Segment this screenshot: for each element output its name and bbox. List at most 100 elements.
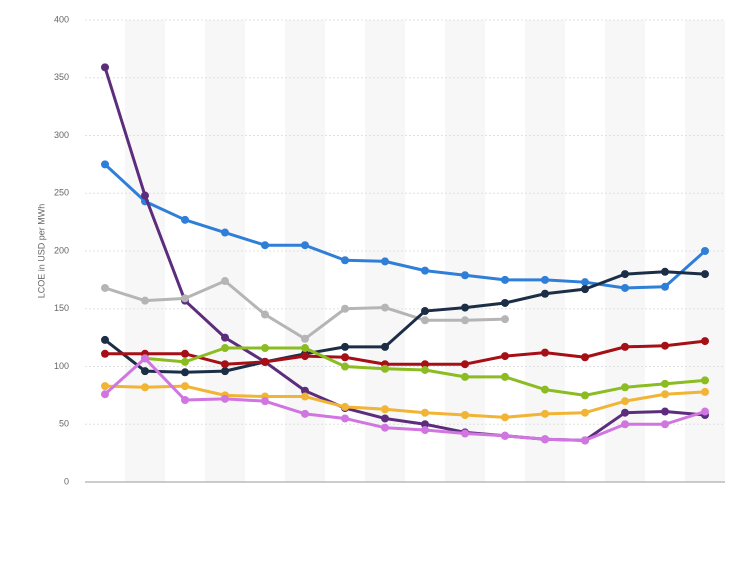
data-point	[421, 360, 429, 369]
data-point	[621, 397, 629, 406]
data-point	[101, 335, 109, 344]
data-point	[301, 344, 309, 353]
data-point	[141, 383, 149, 392]
data-point	[261, 310, 269, 319]
series-line	[103, 163, 707, 290]
data-point	[461, 429, 469, 438]
y-tick-label: 300	[54, 130, 69, 140]
data-point	[181, 357, 189, 366]
series-line	[103, 356, 706, 442]
data-point	[181, 395, 189, 404]
y-axis-label: LCOE in USD per MWh	[36, 204, 46, 299]
data-point	[421, 266, 429, 275]
data-point	[101, 63, 109, 72]
data-point	[701, 407, 709, 416]
data-point	[101, 160, 109, 169]
y-tick-label: 200	[54, 245, 69, 255]
data-point	[181, 368, 189, 377]
data-point	[101, 382, 109, 391]
data-point	[701, 337, 709, 346]
data-point	[381, 423, 389, 432]
data-point	[621, 283, 629, 292]
data-point	[541, 385, 549, 394]
y-tick-label: 0	[64, 476, 69, 486]
data-point	[261, 397, 269, 406]
data-point	[501, 298, 509, 307]
data-point	[381, 303, 389, 312]
data-point	[581, 408, 589, 417]
data-point	[501, 275, 509, 284]
data-point	[221, 367, 229, 376]
data-point	[621, 420, 629, 429]
y-tick-label: 100	[54, 361, 69, 371]
data-point	[461, 316, 469, 325]
data-point	[501, 413, 509, 422]
y-tick-label: 350	[54, 72, 69, 82]
data-point	[461, 372, 469, 381]
data-point	[661, 420, 669, 429]
data-point	[221, 344, 229, 353]
data-point	[621, 383, 629, 392]
data-point	[301, 352, 309, 361]
data-point	[661, 407, 669, 416]
data-point	[301, 392, 309, 401]
data-point	[461, 360, 469, 369]
data-point	[421, 365, 429, 374]
data-point	[581, 278, 589, 287]
data-point	[341, 414, 349, 423]
data-point	[221, 394, 229, 403]
data-point	[341, 362, 349, 371]
data-point	[181, 382, 189, 391]
data-point	[341, 402, 349, 411]
data-point	[461, 411, 469, 420]
data-point	[381, 342, 389, 351]
data-point	[661, 390, 669, 399]
data-point	[301, 241, 309, 250]
series-line	[104, 270, 706, 374]
data-point	[221, 360, 229, 369]
data-point	[701, 270, 709, 279]
data-point	[101, 283, 109, 292]
data-point	[581, 353, 589, 362]
data-point	[221, 228, 229, 237]
data-point	[661, 267, 669, 276]
data-point	[301, 386, 309, 395]
data-point	[101, 390, 109, 399]
data-point	[541, 289, 549, 298]
data-point	[381, 257, 389, 266]
data-point	[141, 367, 149, 376]
data-point	[221, 277, 229, 286]
data-point	[541, 409, 549, 418]
data-point	[581, 436, 589, 445]
data-point	[421, 307, 429, 316]
data-point	[141, 191, 149, 200]
data-point	[541, 348, 549, 357]
data-point	[421, 408, 429, 417]
data-point	[581, 285, 589, 294]
data-point	[181, 215, 189, 224]
data-point	[501, 372, 509, 381]
data-point	[341, 353, 349, 362]
data-point	[381, 405, 389, 414]
data-point	[341, 256, 349, 265]
data-point	[301, 409, 309, 418]
data-point	[541, 435, 549, 444]
data-point	[501, 315, 509, 324]
data-point	[701, 376, 709, 385]
data-point	[421, 316, 429, 325]
series-line	[103, 66, 706, 442]
data-point	[341, 342, 349, 351]
data-point	[381, 414, 389, 423]
data-point	[261, 357, 269, 366]
data-point	[221, 333, 229, 342]
data-point	[501, 431, 509, 440]
series-line	[104, 384, 706, 419]
data-point	[181, 349, 189, 358]
data-point	[701, 247, 709, 255]
data-point	[261, 344, 269, 353]
data-point	[661, 379, 669, 388]
data-point	[541, 275, 549, 284]
y-tick-label: 50	[59, 419, 69, 429]
y-tick-label: 250	[54, 188, 69, 198]
